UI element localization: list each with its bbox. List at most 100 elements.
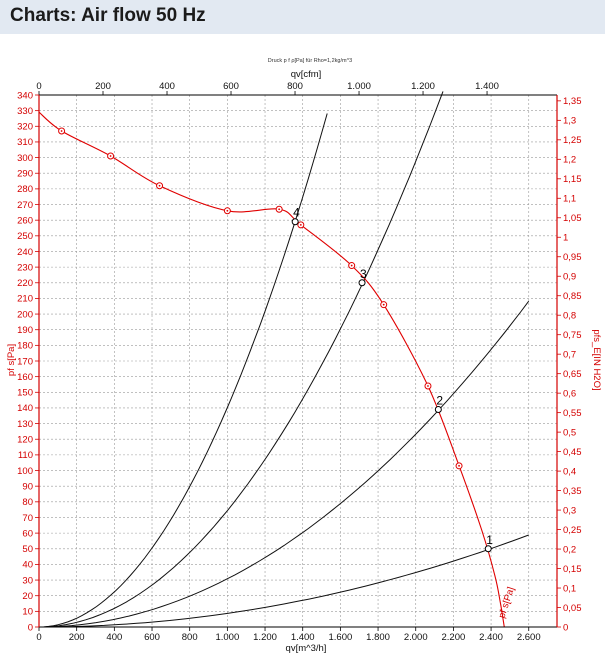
x-tick-label: 2.000 xyxy=(404,632,428,643)
operating-point-4 xyxy=(291,218,299,226)
x-tick-label: 200 xyxy=(69,632,85,643)
y2-tick-label: 1,35 xyxy=(563,96,582,107)
operating-point-3 xyxy=(358,279,366,287)
left-axis-label: pf s[Pa] xyxy=(6,344,17,376)
x2-tick-label: 0 xyxy=(36,81,41,92)
y2-tick-label: 0,55 xyxy=(563,408,582,419)
system-curve-3 xyxy=(38,91,444,628)
y2-tick-label: 0,4 xyxy=(563,466,576,477)
system-curve-4 xyxy=(38,113,328,628)
y-tick-label: 50 xyxy=(22,544,33,555)
x2-tick-label: 1.000 xyxy=(347,81,371,92)
y-tick-label: 200 xyxy=(17,309,33,320)
y-tick-label: 320 xyxy=(17,122,33,133)
operating-point-1 xyxy=(484,545,492,553)
y2-tick-label: 0,05 xyxy=(563,603,582,614)
y-tick-label: 330 xyxy=(17,106,33,117)
x-tick-label: 1.600 xyxy=(328,632,352,643)
x-tick-label: 1.200 xyxy=(253,632,277,643)
y-tick-label: 30 xyxy=(22,575,33,586)
y-tick-label: 190 xyxy=(17,325,33,336)
y2-tick-label: 0,9 xyxy=(563,272,576,283)
axes: 0 200 400 600 800 1.000 1.200 1.400 1.600 1.800 2.… xyxy=(17,81,581,643)
y-tick-label: 310 xyxy=(17,137,33,148)
y-tick-label: 270 xyxy=(17,200,33,211)
y-tick-label: 40 xyxy=(22,560,33,571)
operating-point-label-1: 1 xyxy=(486,533,493,547)
system-curves xyxy=(38,91,530,628)
y2-tick-label: 0,15 xyxy=(563,564,582,575)
y-tick-label: 160 xyxy=(17,372,33,383)
x-tick-label: 800 xyxy=(182,632,198,643)
fan-curve-label: pf s[Pa] xyxy=(497,586,517,620)
operating-point-label-4: 4 xyxy=(293,206,300,220)
operating-points: 1 2 3 4 xyxy=(291,206,493,553)
y-tick-label: 10 xyxy=(22,607,33,618)
fan-curve-marker-dot xyxy=(350,264,353,267)
y-tick-label: 100 xyxy=(17,466,33,477)
operating-point-label-2: 2 xyxy=(436,394,443,408)
y2-tick-label: 0,6 xyxy=(563,388,576,399)
fan-curve-marker-dot xyxy=(60,130,63,132)
bottom-axis-label: qv[m^3/h] xyxy=(286,643,327,654)
y2-tick-label: 0,2 xyxy=(563,544,576,555)
operating-point-2 xyxy=(434,406,442,414)
y2-tick-label: 0,85 xyxy=(563,291,582,302)
y2-tick-label: 0,95 xyxy=(563,252,582,263)
y-tick-label: 280 xyxy=(17,184,33,195)
x2-tick-label: 800 xyxy=(287,81,303,92)
y2-tick-label: 1,3 xyxy=(563,116,576,127)
y-tick-label: 260 xyxy=(17,215,33,226)
y-tick-label: 170 xyxy=(17,356,33,367)
y2-tick-label: 0,7 xyxy=(563,349,576,360)
x2-tick-label: 600 xyxy=(223,81,239,92)
y2-tick-label: 1,2 xyxy=(563,155,576,166)
fan-curve-marker-dot xyxy=(158,184,161,187)
x-tick-label: 600 xyxy=(144,632,160,643)
y2-tick-label: 0,75 xyxy=(563,330,582,341)
y2-tick-label: 1,1 xyxy=(563,194,576,205)
y2-tick-label: 0,25 xyxy=(563,525,582,536)
fan-curve: pf s[Pa] xyxy=(38,111,517,628)
y-tick-label: 20 xyxy=(22,591,33,602)
y-tick-label: 80 xyxy=(22,497,33,508)
fan-curve-marker-dot xyxy=(382,303,385,306)
y2-tick-label: 0,1 xyxy=(563,583,576,594)
fan-curve-marker-dot xyxy=(278,208,281,211)
y-tick-label: 210 xyxy=(17,294,33,305)
operating-point-label-3: 3 xyxy=(360,267,367,281)
top-axis-label: qv[cfm] xyxy=(291,69,322,80)
x-tick-label: 1.000 xyxy=(215,632,239,643)
y-tick-label: 230 xyxy=(17,262,33,273)
y-tick-label: 220 xyxy=(17,278,33,289)
system-curve-2 xyxy=(38,300,530,628)
y-tick-label: 340 xyxy=(17,90,33,101)
fan-curve-marker-dot xyxy=(226,209,229,212)
right-axis-label: pfs_E[IN H2O] xyxy=(591,329,602,390)
x-tick-label: 0 xyxy=(36,632,41,643)
y2-tick-label: 0,65 xyxy=(563,369,582,380)
y2-tick-label: 1,15 xyxy=(563,174,582,185)
y2-tick-label: 0,3 xyxy=(563,505,576,516)
y2-tick-label: 0 xyxy=(563,622,568,633)
chart-header: Charts: Air flow 50 Hz xyxy=(0,0,605,34)
fan-curve-marker-dot xyxy=(458,464,460,467)
x-tick-label: 1.400 xyxy=(291,632,315,643)
y-tick-label: 130 xyxy=(17,419,33,430)
system-curve-1 xyxy=(39,534,529,628)
x2-tick-label: 400 xyxy=(159,81,175,92)
y2-tick-label: 1,05 xyxy=(563,213,582,224)
y2-tick-label: 0,8 xyxy=(563,311,576,322)
y-tick-label: 240 xyxy=(17,247,33,258)
fan-curve-marker-dot xyxy=(109,155,112,157)
x-tick-label: 2.600 xyxy=(517,632,541,643)
grid xyxy=(39,95,557,627)
fan-curve-marker-dot xyxy=(427,385,429,387)
y-tick-label: 150 xyxy=(17,388,33,399)
x-tick-label: 1.800 xyxy=(366,632,390,643)
y-tick-label: 110 xyxy=(18,450,33,461)
x-tick-label: 2.400 xyxy=(479,632,503,643)
y2-tick-label: 0,45 xyxy=(563,447,582,458)
y-tick-label: 300 xyxy=(17,153,33,164)
